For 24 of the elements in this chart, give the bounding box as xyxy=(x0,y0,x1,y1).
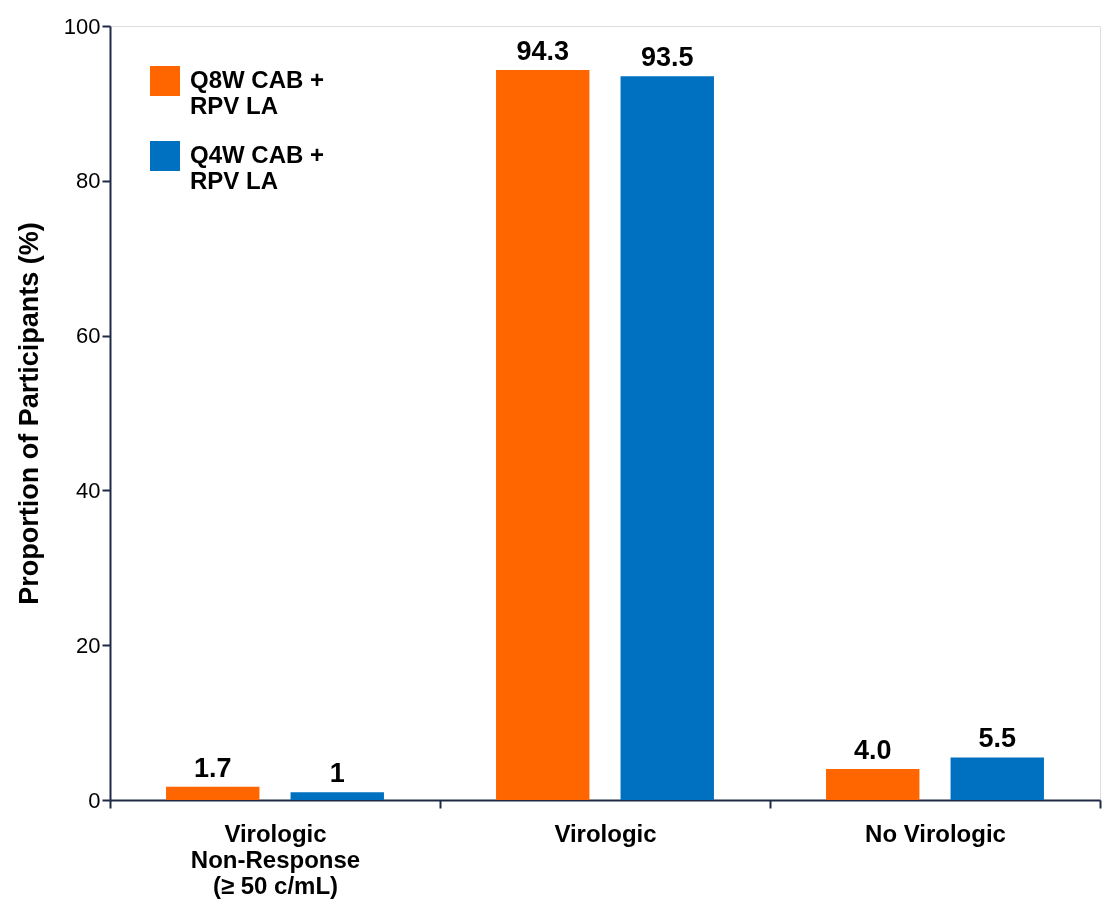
y-tick-label: 80 xyxy=(76,168,101,194)
data-label: 4.0 xyxy=(853,735,892,766)
bar xyxy=(290,792,384,800)
y-tick-label: 0 xyxy=(88,787,101,813)
y-tick-label: 40 xyxy=(76,477,101,503)
bar xyxy=(166,786,260,800)
bar xyxy=(950,757,1044,800)
x-tick-label: Virologic Non-Response (≥ 50 c/mL) xyxy=(190,819,361,899)
data-label: 93.5 xyxy=(640,42,694,73)
data-label: 1 xyxy=(329,758,345,789)
x-tick-label: No Virologic xyxy=(865,819,1006,847)
legend-label: Q4W CAB + RPV LA xyxy=(190,141,325,194)
data-label: 5.5 xyxy=(978,723,1017,754)
y-tick-label: 100 xyxy=(63,13,101,39)
legend-label: Q8W CAB + RPV LA xyxy=(190,66,325,119)
data-label: 1.7 xyxy=(193,752,232,783)
bar xyxy=(620,76,714,800)
x-tick-label: Virologic xyxy=(554,819,657,847)
y-tick-label: 60 xyxy=(76,323,101,349)
y-axis-title: Proportion of Participants (%) xyxy=(13,222,44,605)
y-tick-label: 20 xyxy=(76,632,101,658)
bar xyxy=(496,70,590,800)
bar xyxy=(826,769,920,800)
data-label: 94.3 xyxy=(516,36,570,67)
